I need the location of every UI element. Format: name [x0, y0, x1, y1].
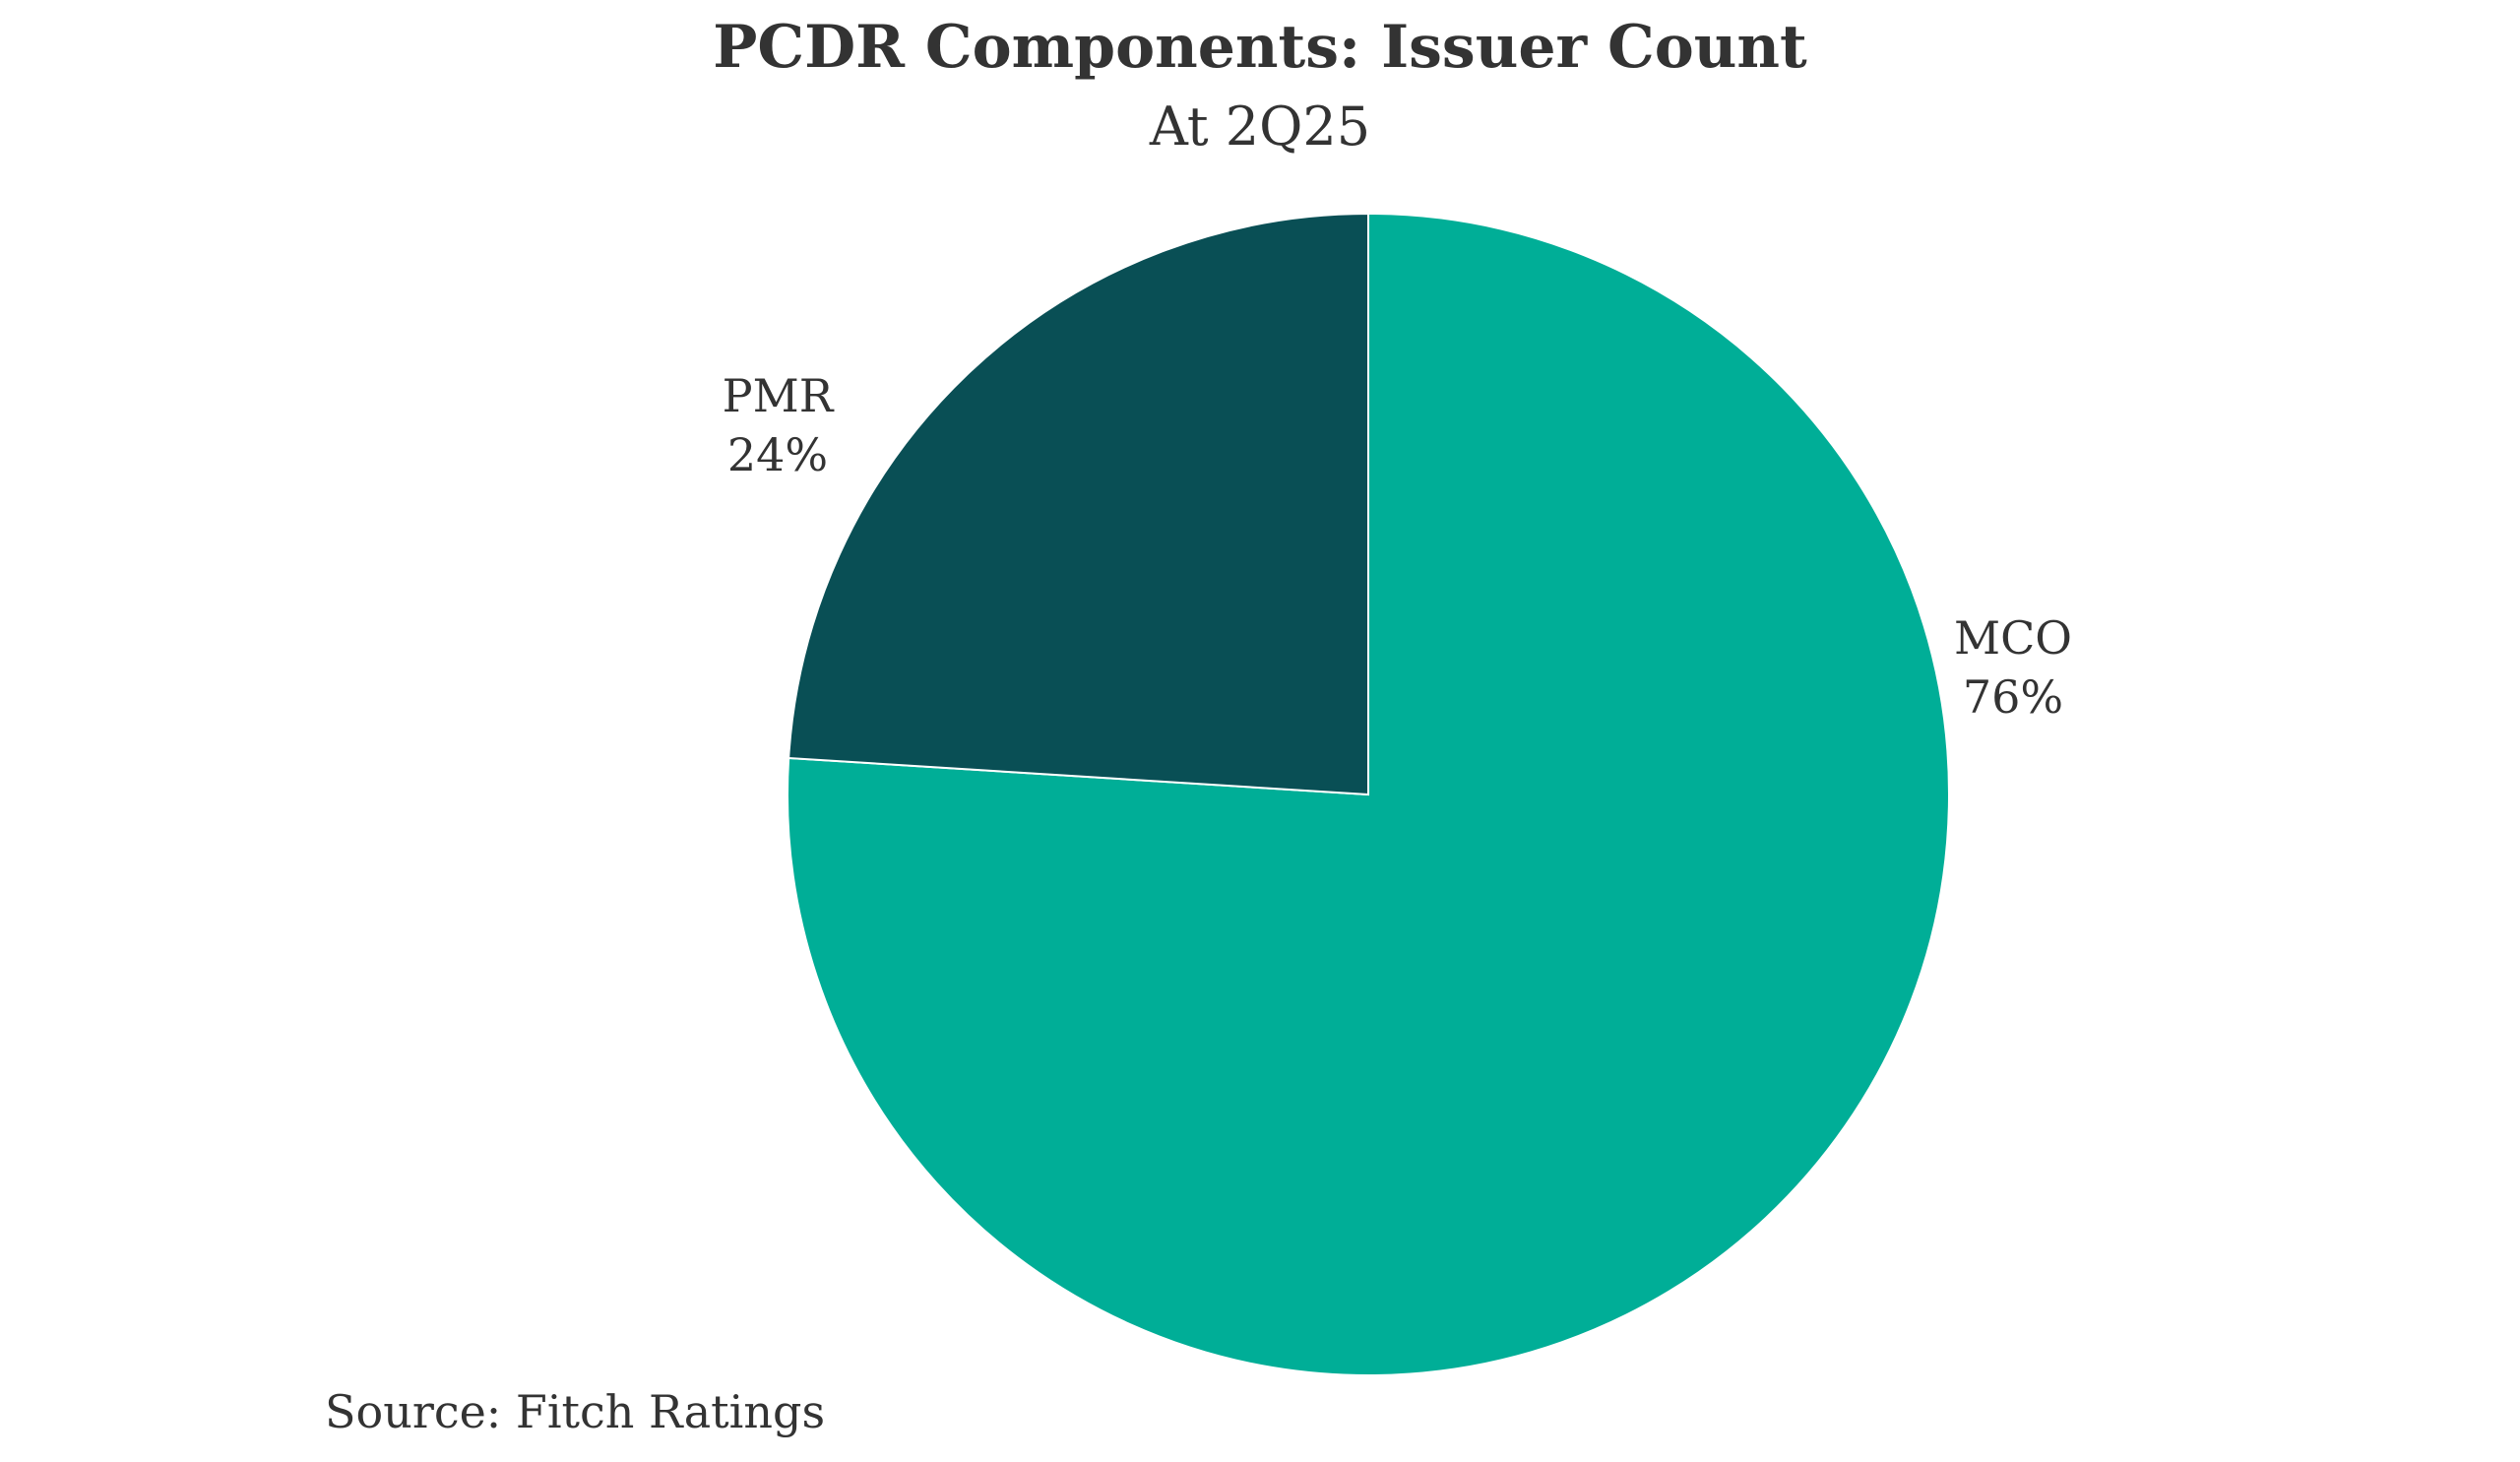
slice-label-pmr-value: 24%: [726, 428, 829, 481]
slice-label-mco-value: 76%: [1962, 670, 2064, 724]
pie-slice-mco: [787, 212, 1950, 1376]
chart-title: PCDR Components: Issuer Count: [713, 13, 1807, 82]
slice-label-pmr-name: PMR: [722, 369, 834, 422]
slice-label-mco-name: MCO: [1953, 611, 2072, 665]
chart-source: Source: Fitch Ratings: [325, 1385, 826, 1438]
chart-subtitle: At 2Q25: [1149, 95, 1371, 158]
slice-label-mco: MCO 76%: [1915, 608, 2111, 727]
pie-slice-pmr: [788, 212, 1369, 796]
slice-label-pmr: PMR 24%: [679, 366, 876, 484]
